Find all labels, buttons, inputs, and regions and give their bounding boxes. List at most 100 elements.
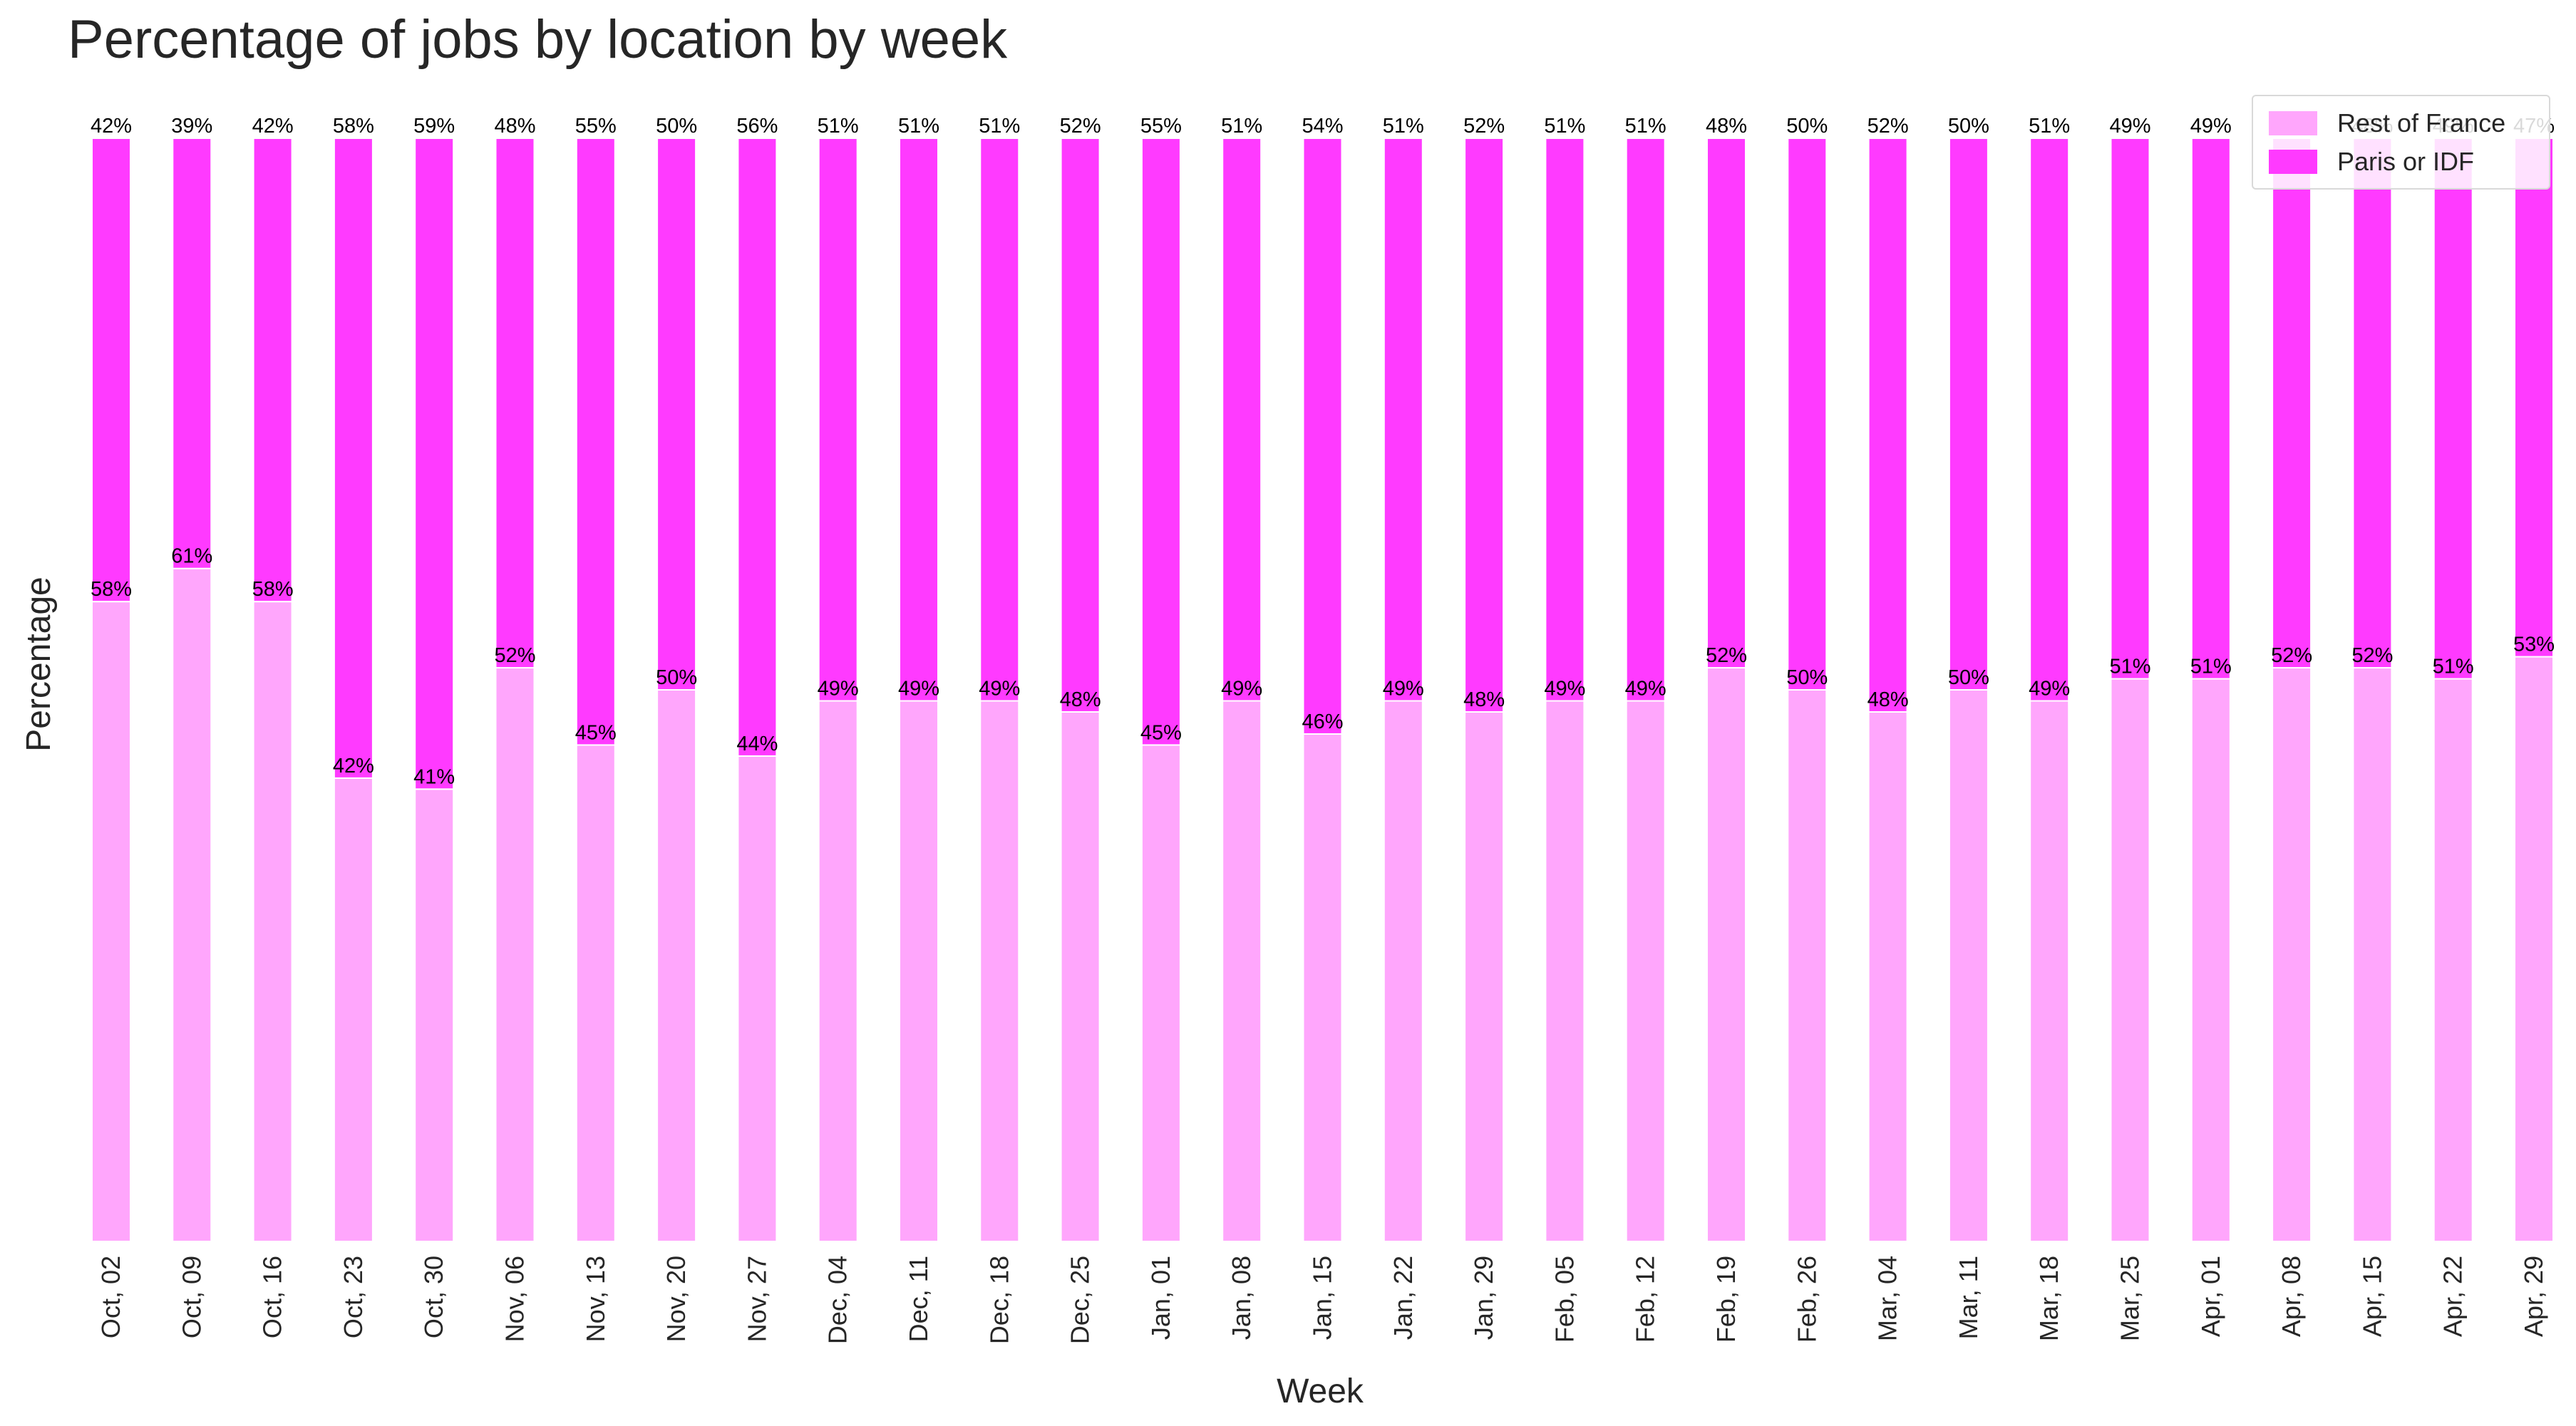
bar-rest-of-france: [737, 755, 778, 1242]
y-axis-title: Percentage: [20, 577, 58, 752]
bar-rest-of-france: [1383, 700, 1423, 1242]
data-label-paris-or-idf: 42%: [252, 115, 294, 138]
bar-rest-of-france: [575, 744, 616, 1242]
data-label-paris-or-idf: 52%: [1463, 115, 1505, 138]
x-tick-label: Mar, 25: [2116, 1256, 2145, 1341]
bar-paris-or-idf: [2433, 138, 2473, 680]
bar-rest-of-france: [414, 788, 455, 1242]
bar-paris-or-idf: [1948, 138, 1989, 691]
data-labels-layer: 58% 42% 61% 39% 58% 42% 42% 58% 41% 59% 52% 48% 45% 5…: [91, 115, 2555, 788]
x-tick-label: Nov, 13: [581, 1256, 610, 1342]
bar-rest-of-france: [1948, 689, 1989, 1242]
bar-rest-of-france: [333, 777, 373, 1242]
data-label-paris-or-idf: 49%: [2109, 115, 2150, 138]
data-label-paris-or-idf: 51%: [2029, 115, 2070, 138]
bar-rest-of-france: [91, 601, 131, 1242]
data-label-rest-of-france: 49%: [1544, 677, 1585, 700]
bar-rest-of-france: [1464, 711, 1505, 1242]
bar-paris-or-idf: [1302, 138, 1343, 735]
x-tick-label: Mar, 04: [1873, 1256, 1902, 1341]
x-tick-label: Oct, 16: [258, 1256, 287, 1338]
x-tick-label: Nov, 06: [500, 1256, 530, 1342]
x-tick-label: Oct, 02: [96, 1256, 125, 1338]
bar-paris-or-idf: [1787, 138, 1828, 691]
bar-rest-of-france: [656, 689, 697, 1242]
bar-paris-or-idf: [252, 138, 293, 603]
data-label-rest-of-france: 48%: [1463, 688, 1505, 711]
data-label-rest-of-france: 49%: [1221, 677, 1262, 700]
legend-swatch-rest-of-france: [2269, 111, 2317, 135]
x-tick-label: Oct, 09: [177, 1256, 206, 1338]
data-label-rest-of-france: 52%: [1706, 644, 1747, 667]
data-label-rest-of-france: 41%: [413, 765, 455, 788]
bar-rest-of-france: [2110, 678, 2150, 1242]
x-tick-label: Dec, 11: [904, 1256, 933, 1342]
bar-paris-or-idf: [1706, 138, 1746, 669]
x-tick-label: Jan, 29: [1469, 1256, 1498, 1340]
data-label-paris-or-idf: 42%: [91, 115, 132, 138]
data-label-rest-of-france: 51%: [2109, 656, 2150, 678]
data-label-rest-of-france: 49%: [898, 677, 939, 700]
bar-rest-of-france: [899, 700, 939, 1242]
data-label-paris-or-idf: 51%: [1221, 115, 1262, 138]
data-label-paris-or-idf: 52%: [1867, 115, 1909, 138]
data-label-rest-of-france: 50%: [656, 666, 697, 689]
data-label-paris-or-idf: 50%: [656, 115, 697, 138]
bar-rest-of-france: [1625, 700, 1666, 1242]
data-label-paris-or-idf: 55%: [1140, 115, 1182, 138]
legend-item-paris-or-idf: Paris or IDF: [2269, 143, 2474, 180]
data-label-rest-of-france: 58%: [91, 578, 132, 601]
bar-paris-or-idf: [91, 138, 131, 603]
data-label-paris-or-idf: 51%: [818, 115, 859, 138]
bar-rest-of-france: [2272, 667, 2312, 1242]
x-tick-label: Mar, 18: [2034, 1256, 2064, 1341]
bar-rest-of-france: [1140, 744, 1181, 1242]
bar-paris-or-idf: [2190, 138, 2231, 680]
data-label-paris-or-idf: 51%: [1383, 115, 1424, 138]
bar-rest-of-france: [252, 601, 293, 1242]
data-label-paris-or-idf: 51%: [898, 115, 939, 138]
bar-paris-or-idf: [1060, 138, 1101, 713]
bar-paris-or-idf: [414, 138, 455, 790]
bar-rest-of-france: [2433, 678, 2473, 1242]
data-label-paris-or-idf: 51%: [1625, 115, 1666, 138]
bar-paris-or-idf: [979, 138, 1020, 702]
data-label-rest-of-france: 42%: [333, 755, 374, 777]
data-label-paris-or-idf: 54%: [1302, 115, 1343, 138]
data-label-rest-of-france: 52%: [2351, 644, 2393, 667]
bar-rest-of-france: [2352, 667, 2393, 1242]
data-label-paris-or-idf: 56%: [736, 115, 778, 138]
bar-paris-or-idf: [1545, 138, 1585, 702]
x-tick-label: Feb, 12: [1631, 1256, 1660, 1343]
x-tick-label: Dec, 18: [984, 1256, 1014, 1344]
bar-paris-or-idf: [1140, 138, 1181, 746]
bar-paris-or-idf: [172, 138, 212, 569]
bar-paris-or-idf: [1867, 138, 1908, 713]
data-label-paris-or-idf: 50%: [1786, 115, 1828, 138]
bar-rest-of-france: [2029, 700, 2070, 1242]
x-tick-label: Nov, 27: [742, 1256, 771, 1342]
bar-paris-or-idf: [2352, 138, 2393, 669]
bar-paris-or-idf: [333, 138, 373, 779]
x-tick-label: Apr, 29: [2519, 1256, 2548, 1337]
data-label-rest-of-france: 48%: [1060, 688, 1101, 711]
bar-rest-of-france: [2190, 678, 2231, 1242]
bar-paris-or-idf: [1383, 138, 1423, 702]
bar-rest-of-france: [1545, 700, 1585, 1242]
bar-paris-or-idf: [575, 138, 616, 746]
data-label-rest-of-france: 46%: [1302, 711, 1343, 733]
bar-paris-or-idf: [495, 138, 535, 669]
x-tick-label: Feb, 19: [1711, 1256, 1741, 1343]
bar-rest-of-france: [495, 667, 535, 1242]
bar-rest-of-france: [1302, 733, 1343, 1243]
legend-label: Rest of France: [2337, 108, 2506, 138]
bar-paris-or-idf: [1464, 138, 1505, 713]
x-tick-label: Oct, 30: [419, 1256, 448, 1338]
bar-paris-or-idf: [737, 138, 778, 757]
data-label-paris-or-idf: 55%: [575, 115, 617, 138]
x-tick-label: Mar, 11: [1954, 1256, 1983, 1339]
data-label-paris-or-idf: 48%: [1706, 115, 1747, 138]
x-axis-title: Week: [1277, 1373, 1364, 1410]
legend-swatch-paris-or-idf: [2269, 150, 2317, 174]
